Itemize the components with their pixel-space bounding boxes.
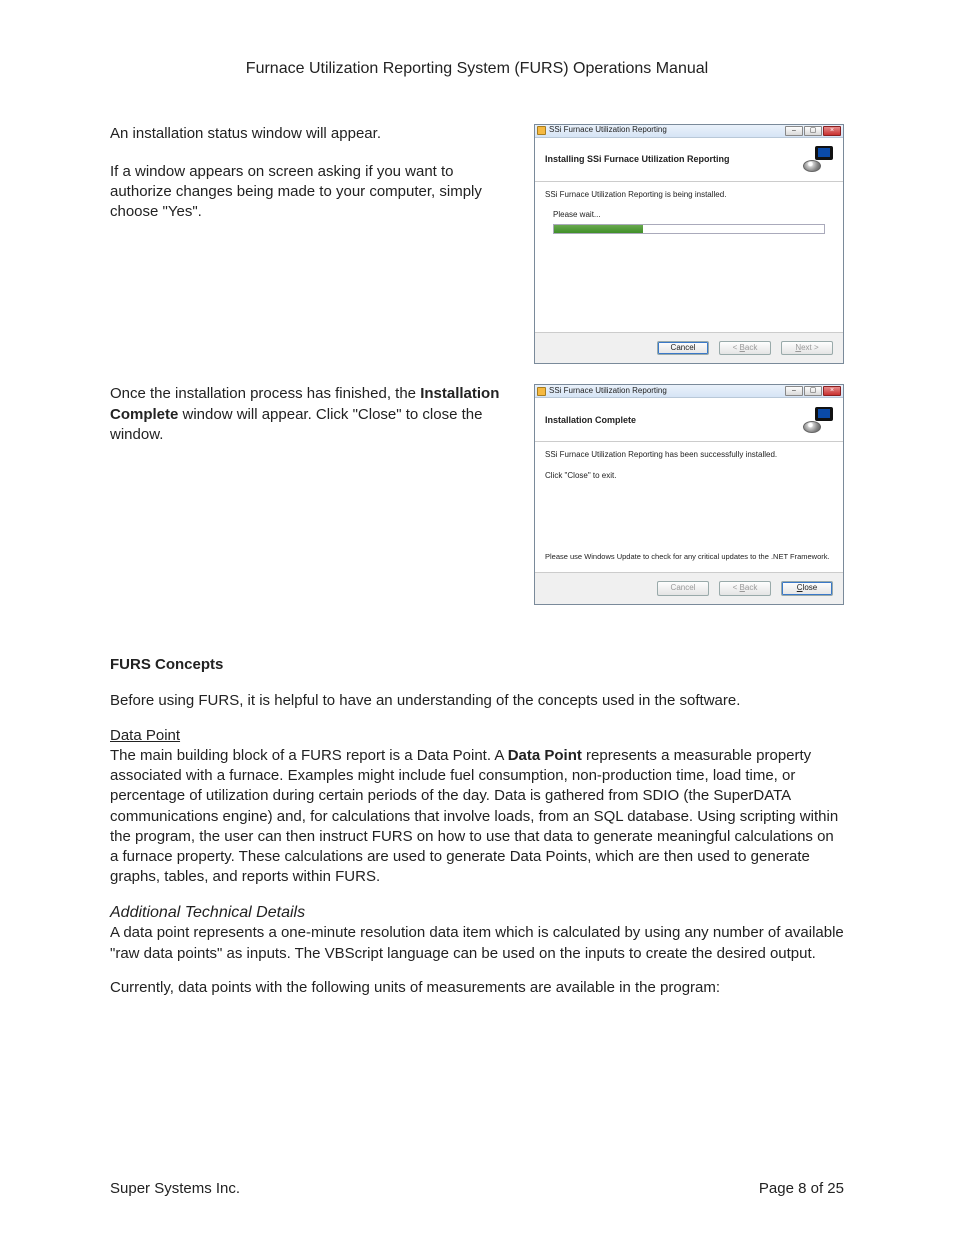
install-status-para-2: If a window appears on screen asking if … [110, 162, 514, 223]
furs-concepts-intro: Before using FURS, it is helpful to have… [110, 691, 844, 711]
install-status-para-1: An installation status window will appea… [110, 124, 514, 144]
minimize-button[interactable]: – [785, 386, 803, 396]
installer-window-installing: SSi Furnace Utilization Reporting – ▢ × … [534, 124, 844, 365]
next-button: Next > [781, 341, 833, 356]
please-wait-label: Please wait... [553, 210, 833, 221]
installer-heading: Installing SSi Furnace Utilization Repor… [545, 153, 730, 165]
windows-update-note: Please use Windows Update to check for a… [545, 552, 833, 562]
install-status-text: SSi Furnace Utilization Reporting is bei… [545, 190, 833, 201]
window-titlebar: SSi Furnace Utilization Reporting – ▢ × [535, 125, 843, 138]
technical-details-para-1: A data point represents a one-minute res… [110, 923, 844, 964]
window-titlebar: SSi Furnace Utilization Reporting – ▢ × [535, 385, 843, 398]
footer-company: Super Systems Inc. [110, 1179, 240, 1199]
app-icon [537, 387, 546, 396]
section-install-complete: Once the installation process has finish… [110, 384, 844, 605]
maximize-button[interactable]: ▢ [804, 386, 822, 396]
additional-technical-details-heading: Additional Technical Details [110, 902, 844, 924]
install-success-text: SSi Furnace Utilization Reporting has be… [545, 450, 833, 461]
document-title: Furnace Utilization Reporting System (FU… [110, 58, 844, 80]
window-title: SSi Furnace Utilization Reporting [549, 125, 785, 136]
installer-icon [803, 146, 833, 172]
technical-details-para-2: Currently, data points with the followin… [110, 978, 844, 998]
furs-concepts-heading: FURS Concepts [110, 655, 844, 675]
data-point-para: The main building block of a FURS report… [110, 746, 844, 888]
cancel-button[interactable]: Cancel [657, 341, 709, 356]
close-button[interactable]: Close [781, 581, 833, 596]
cancel-button: Cancel [657, 581, 709, 596]
maximize-button[interactable]: ▢ [804, 126, 822, 136]
close-window-button[interactable]: × [823, 386, 841, 396]
close-hint-text: Click "Close" to exit. [545, 471, 833, 482]
back-button: < Back [719, 341, 771, 356]
app-icon [537, 126, 546, 135]
section-install-status: An installation status window will appea… [110, 124, 844, 365]
close-window-button[interactable]: × [823, 126, 841, 136]
installer-heading: Installation Complete [545, 414, 636, 426]
data-point-heading: Data Point [110, 726, 844, 746]
footer-page-number: Page 8 of 25 [759, 1179, 844, 1199]
window-title: SSi Furnace Utilization Reporting [549, 386, 785, 397]
install-complete-para: Once the installation process has finish… [110, 384, 514, 445]
installer-icon [803, 407, 833, 433]
install-progress-bar [553, 224, 825, 234]
page-footer: Super Systems Inc. Page 8 of 25 [110, 1179, 844, 1199]
back-button: < Back [719, 581, 771, 596]
minimize-button[interactable]: – [785, 126, 803, 136]
installer-window-complete: SSi Furnace Utilization Reporting – ▢ × … [534, 384, 844, 605]
